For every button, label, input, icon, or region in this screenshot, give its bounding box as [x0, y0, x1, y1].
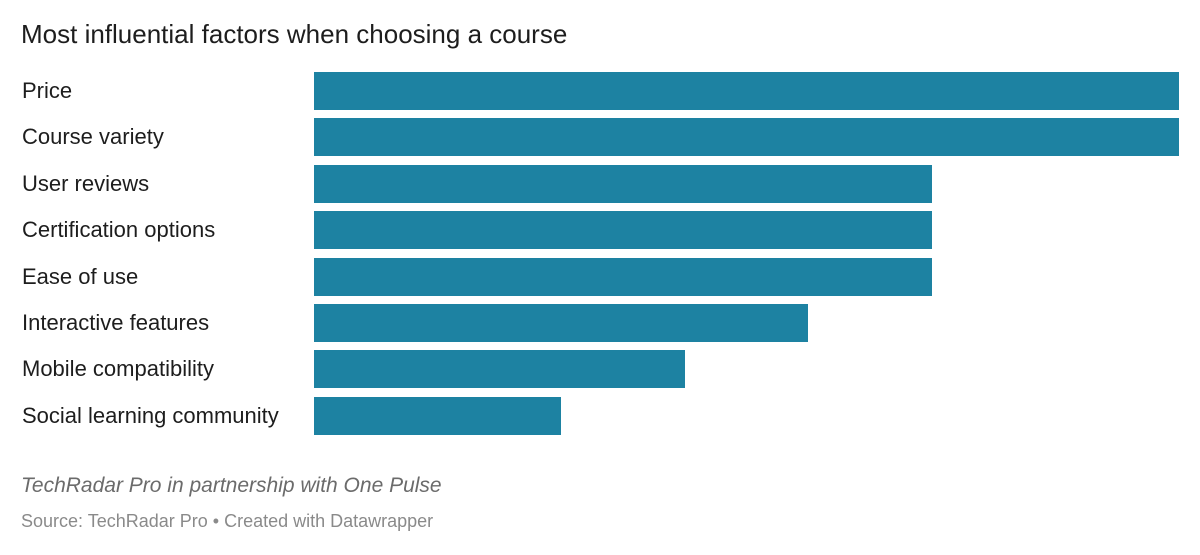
category-label: Ease of use: [22, 263, 139, 289]
bar-ease-of-use: [314, 257, 932, 296]
category-label: Certification options: [22, 217, 216, 243]
category-label: Course variety: [22, 124, 164, 150]
chart-note: TechRadar Pro in partnership with One Pu…: [21, 474, 442, 497]
bar-interactive-features: [314, 304, 809, 342]
bar-user-reviews: [314, 164, 932, 203]
category-label: Mobile compatibility: [22, 356, 214, 382]
category-label: Interactive features: [22, 310, 210, 335]
bar-price: [314, 72, 1179, 110]
category-label: Price: [22, 78, 73, 103]
bar-certification-options: [314, 211, 932, 250]
bar-course-variety: [314, 118, 1179, 157]
chart-source: Source: TechRadar Pro • Created with Dat…: [21, 511, 434, 531]
bar-social-learning-community: [314, 396, 562, 435]
chart-title: Most influential factors when choosing a…: [21, 19, 568, 49]
category-label: Social learning community: [22, 402, 279, 428]
bar-mobile-compatibility: [314, 350, 685, 389]
category-label: User reviews: [22, 170, 150, 196]
